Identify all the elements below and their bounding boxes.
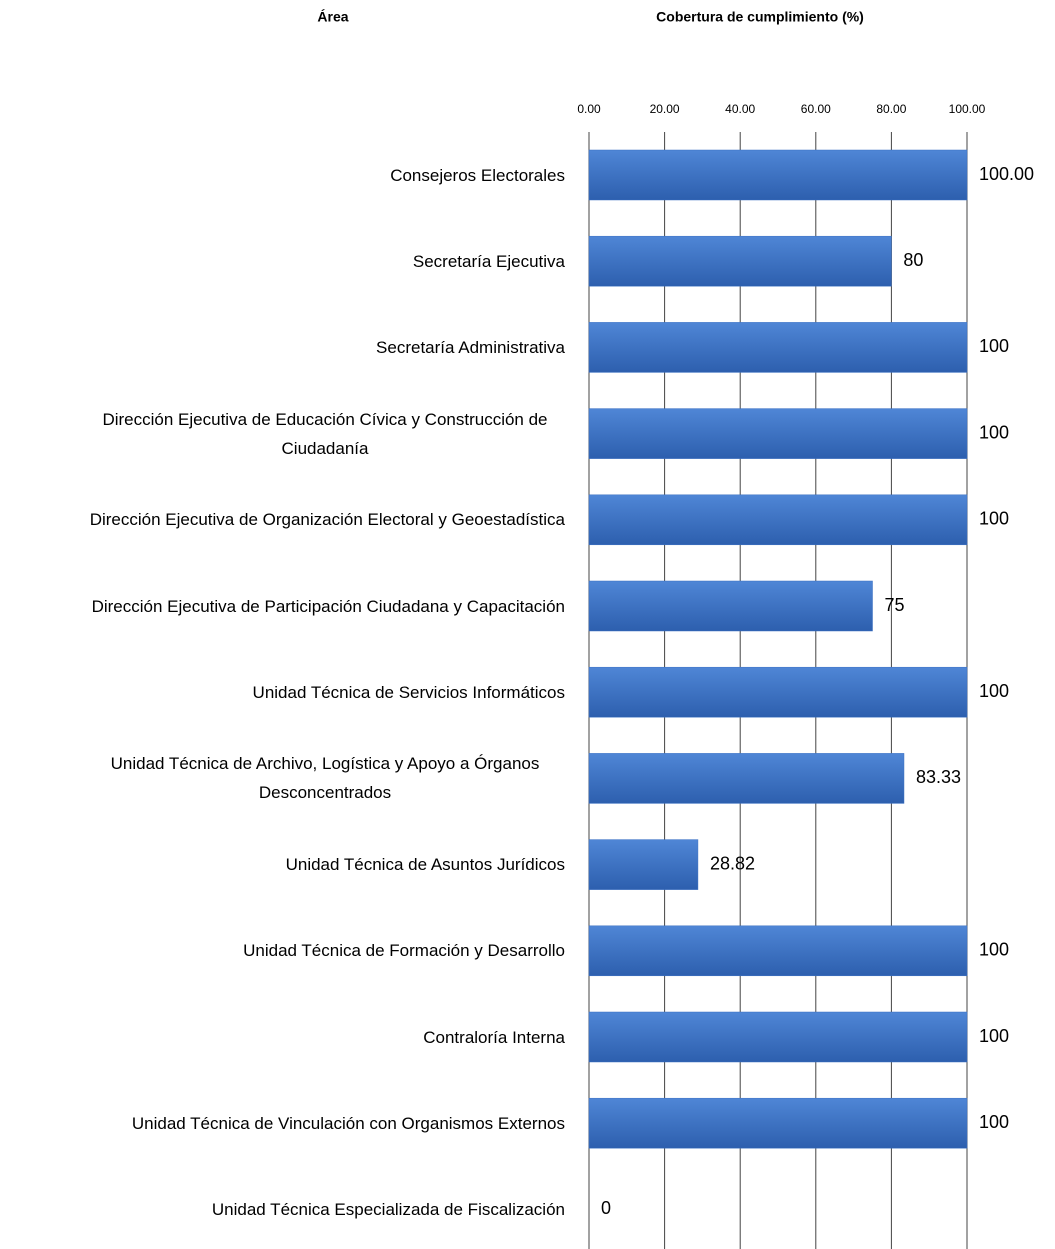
y-tick-label: Dirección Ejecutiva de Participación Ciu… (91, 596, 565, 616)
data-label: 100.00 (979, 164, 1034, 184)
bar (588, 925, 968, 977)
x-tick-label: 20.00 (650, 102, 680, 116)
category-label-box: Secretaría Administrativa (0, 307, 565, 387)
category-label-box: Secretaría Ejecutiva (0, 221, 565, 301)
y-tick-label: Unidad Técnica de Formación y Desarrollo (243, 941, 565, 961)
category-label-box: Dirección Ejecutiva de Organización Elec… (0, 480, 565, 560)
data-label: 100 (979, 1026, 1009, 1046)
bar (588, 1011, 968, 1063)
y-tick-label: Unidad Técnica Especializada de Fiscaliz… (211, 1199, 565, 1219)
bar (588, 322, 968, 373)
category-label-box: Dirección Ejecutiva de Educación Cívica … (0, 394, 565, 474)
bar (588, 753, 905, 804)
bar (588, 839, 699, 890)
data-label: 100 (979, 509, 1009, 529)
bar (588, 235, 892, 287)
category-label-box: Unidad Técnica de Formación y Desarrollo (0, 911, 565, 991)
bar (588, 149, 968, 201)
chart-title: Cobertura de cumplimiento (%) (656, 9, 864, 25)
y-tick-label: Dirección Ejecutiva de Educación Cívica … (102, 409, 548, 458)
category-label-box: Unidad Técnica de Asuntos Jurídicos (0, 825, 565, 905)
data-label: 100 (979, 1112, 1009, 1132)
y-tick-label: Contraloría Interna (423, 1027, 565, 1047)
data-label: 0 (601, 1198, 611, 1218)
data-label: 83.33 (916, 767, 961, 787)
category-label-box: Contraloría Interna (0, 997, 565, 1077)
bar (588, 580, 873, 632)
y-tick-label: Unidad Técnica de Asuntos Jurídicos (285, 855, 565, 875)
data-label: 80 (903, 250, 923, 270)
bar (588, 494, 968, 546)
category-label-box: Unidad Técnica de Vinculación con Organi… (0, 1083, 565, 1163)
x-tick-label: 60.00 (801, 102, 831, 116)
y-tick-label: Dirección Ejecutiva de Organización Elec… (89, 510, 565, 530)
data-label: 100 (979, 422, 1009, 442)
data-label: 75 (885, 595, 905, 615)
data-label: 100 (979, 940, 1009, 960)
y-tick-label: Secretaría Administrativa (376, 337, 565, 357)
category-label-box: Consejeros Electorales (0, 135, 565, 215)
data-label: 28.82 (710, 853, 755, 873)
y-tick-label: Consejeros Electorales (390, 165, 565, 185)
x-tick-label: 100.00 (949, 102, 986, 116)
y-tick-label: Unidad Técnica de Servicios Informáticos (252, 682, 565, 702)
bar (588, 408, 968, 459)
x-tick-label: 80.00 (876, 102, 906, 116)
y-tick-label: Secretaría Ejecutiva (412, 251, 565, 271)
x-tick-label: 0.00 (577, 102, 601, 116)
category-label-box: Unidad Técnica de Servicios Informáticos (0, 652, 565, 732)
axis-label: Área (317, 9, 348, 25)
data-label: 100 (979, 336, 1009, 356)
category-label-box: Unidad Técnica Especializada de Fiscaliz… (0, 1169, 565, 1249)
data-label: 100 (979, 681, 1009, 701)
category-label-box: Unidad Técnica de Archivo, Logística y A… (0, 738, 565, 818)
bar (588, 666, 968, 718)
y-tick-label: Unidad Técnica de Archivo, Logística y A… (110, 754, 540, 803)
bar (588, 1097, 968, 1149)
category-label-box: Dirección Ejecutiva de Participación Ciu… (0, 566, 565, 646)
x-tick-label: 40.00 (725, 102, 755, 116)
y-tick-label: Unidad Técnica de Vinculación con Organi… (131, 1113, 565, 1133)
